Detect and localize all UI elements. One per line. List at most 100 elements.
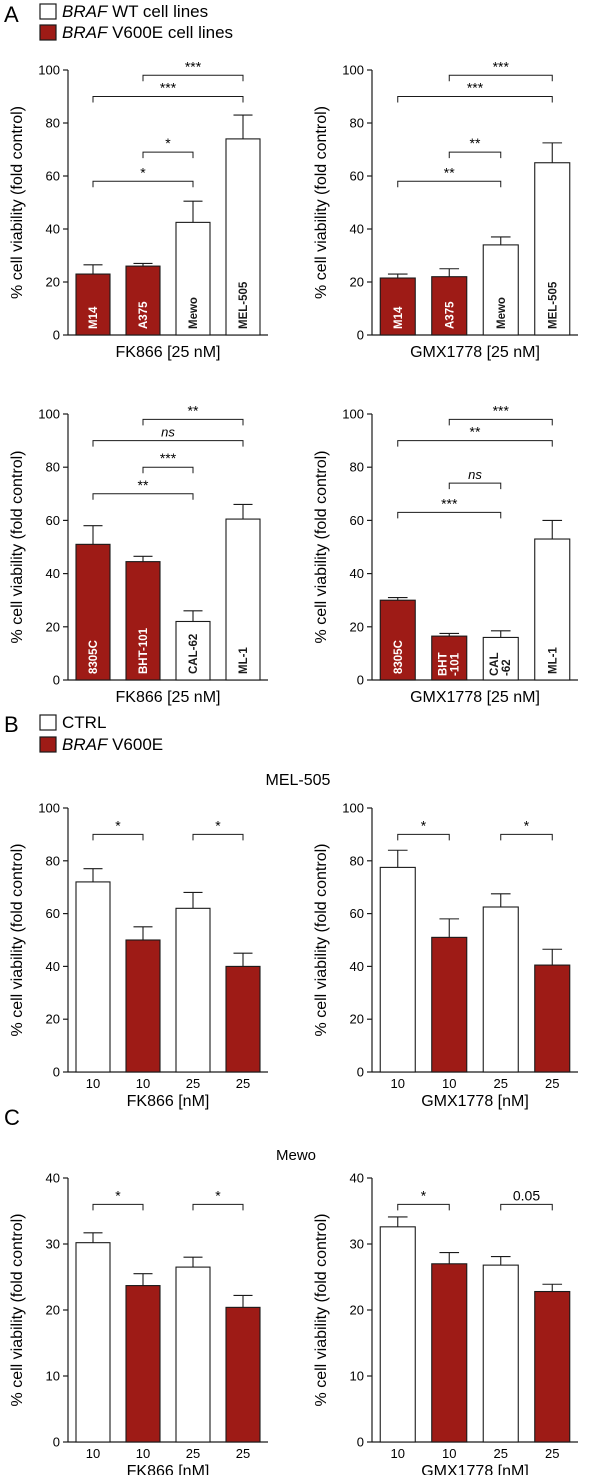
y-tick-label: 20 [46, 619, 60, 634]
bar-inner-label: BHT [437, 652, 449, 676]
bar [75, 273, 111, 336]
significance-label: * [421, 1187, 427, 1203]
bar [379, 277, 416, 336]
y-tick-label: 20 [350, 275, 364, 290]
y-tick-label: 0 [53, 328, 60, 343]
y-axis-label: % cell viability (fold control) [9, 1214, 26, 1407]
significance-bracket [192, 833, 244, 841]
y-tick-label: 40 [350, 959, 364, 974]
x-tick-label: 10 [86, 1446, 100, 1461]
significance-bracket [397, 96, 553, 103]
bar [379, 866, 416, 1073]
significance-label: *** [493, 402, 510, 418]
significance-bracket [500, 1203, 553, 1211]
significance-bracket [397, 833, 450, 841]
significance-label: ** [470, 424, 481, 440]
bar-inner-label: 8305C [393, 640, 405, 674]
x-tick-label: 25 [186, 1446, 200, 1461]
significance-bracket [142, 151, 194, 159]
significance-label: *** [160, 80, 177, 96]
y-tick-label: 100 [38, 407, 60, 422]
significance-label: * [115, 1187, 121, 1203]
y-tick-label: 100 [342, 63, 364, 78]
bar [431, 276, 468, 336]
panel-letter-c: C [4, 1105, 20, 1130]
y-tick-label: 0 [357, 1065, 364, 1080]
x-tick-label: 10 [442, 1076, 456, 1091]
bar [175, 221, 211, 336]
y-tick-label: 20 [46, 275, 60, 290]
significance-bracket [448, 418, 553, 426]
y-tick-label: 20 [350, 1012, 364, 1027]
significance-label: * [215, 817, 221, 833]
y-tick-label: 0 [357, 673, 364, 688]
significance-label: ** [188, 402, 199, 418]
bar-inner-label: MEL-505 [547, 281, 559, 329]
bar [482, 244, 519, 336]
chart-3: 0 20 40 60 80 100 % cell viability (fold contr… [9, 402, 268, 706]
y-tick-label: 80 [350, 116, 364, 131]
legend-label-italic: BRAF [62, 735, 109, 754]
y-tick-label: 100 [38, 801, 60, 816]
y-axis-label: % cell viability (fold control) [9, 106, 26, 299]
bar-inner-label: BHT-101 [138, 627, 150, 674]
x-tick-label: 25 [494, 1076, 508, 1091]
chart-7: 0 10 20 30 40 % cell viability (fold control)… [9, 1171, 268, 1475]
x-tick-label: 10 [391, 1446, 405, 1461]
legend-item: BRAF V600E [39, 735, 163, 754]
y-tick-label: 80 [46, 460, 60, 475]
significance-label: ns [161, 425, 175, 440]
bar-inner-label: -101 [449, 652, 461, 676]
y-tick-label: 60 [46, 169, 60, 184]
legend-swatch [39, 3, 57, 20]
significance-bracket [142, 74, 244, 82]
y-tick-label: 40 [46, 566, 60, 581]
significance-bracket [92, 493, 194, 500]
x-tick-label: 25 [494, 1446, 508, 1461]
significance-bracket [92, 180, 194, 188]
bar-inner-label: M14 [393, 306, 405, 329]
bar [175, 907, 211, 1073]
significance-label: 0.05 [513, 1187, 540, 1203]
y-tick-label: 20 [350, 619, 364, 634]
bar-inner-label: Mewo [496, 297, 508, 329]
significance-bracket [448, 74, 553, 82]
y-tick-label: 100 [38, 63, 60, 78]
bar [75, 543, 111, 681]
bar [482, 906, 519, 1073]
significance-bracket [142, 418, 244, 426]
y-tick-label: 80 [46, 116, 60, 131]
significance-label: ** [470, 135, 481, 151]
y-tick-label: 40 [46, 959, 60, 974]
legend-label-text: WT cell lines [107, 2, 208, 21]
legend-label-italic: BRAF [62, 23, 109, 42]
significance-label: * [421, 817, 427, 833]
y-axis-label: % cell viability (fold control) [313, 1214, 330, 1407]
legend-item: BRAF V600E cell lines [39, 23, 233, 42]
significance-label: *** [493, 58, 510, 74]
x-tick-label: 25 [236, 1446, 250, 1461]
bar [482, 636, 519, 681]
y-tick-label: 60 [46, 513, 60, 528]
bar [225, 138, 261, 336]
legend-label: BRAF V600E cell lines [62, 23, 233, 42]
x-axis-label: FK866 [25 nM] [116, 689, 221, 706]
significance-bracket [92, 440, 244, 447]
significance-label: *** [185, 58, 202, 74]
x-tick-label: 10 [442, 1446, 456, 1461]
bar [175, 620, 211, 681]
bar-inner-label: A375 [138, 301, 150, 329]
panel-subtitle-b: MEL-505 [266, 772, 331, 789]
legend-label-italic: BRAF [62, 2, 109, 21]
bar [431, 1263, 468, 1443]
y-tick-label: 60 [350, 169, 364, 184]
bar [534, 538, 571, 681]
y-tick-label: 40 [46, 1171, 60, 1186]
legend-swatch [39, 714, 57, 731]
x-axis-label: GMX1778 [nM] [421, 1093, 529, 1110]
bar-inner-label: 8305C [88, 640, 100, 674]
y-tick-label: 10 [46, 1369, 60, 1384]
bar [75, 1242, 111, 1443]
panel-letter-b: B [4, 712, 19, 737]
y-tick-label: 80 [46, 853, 60, 868]
